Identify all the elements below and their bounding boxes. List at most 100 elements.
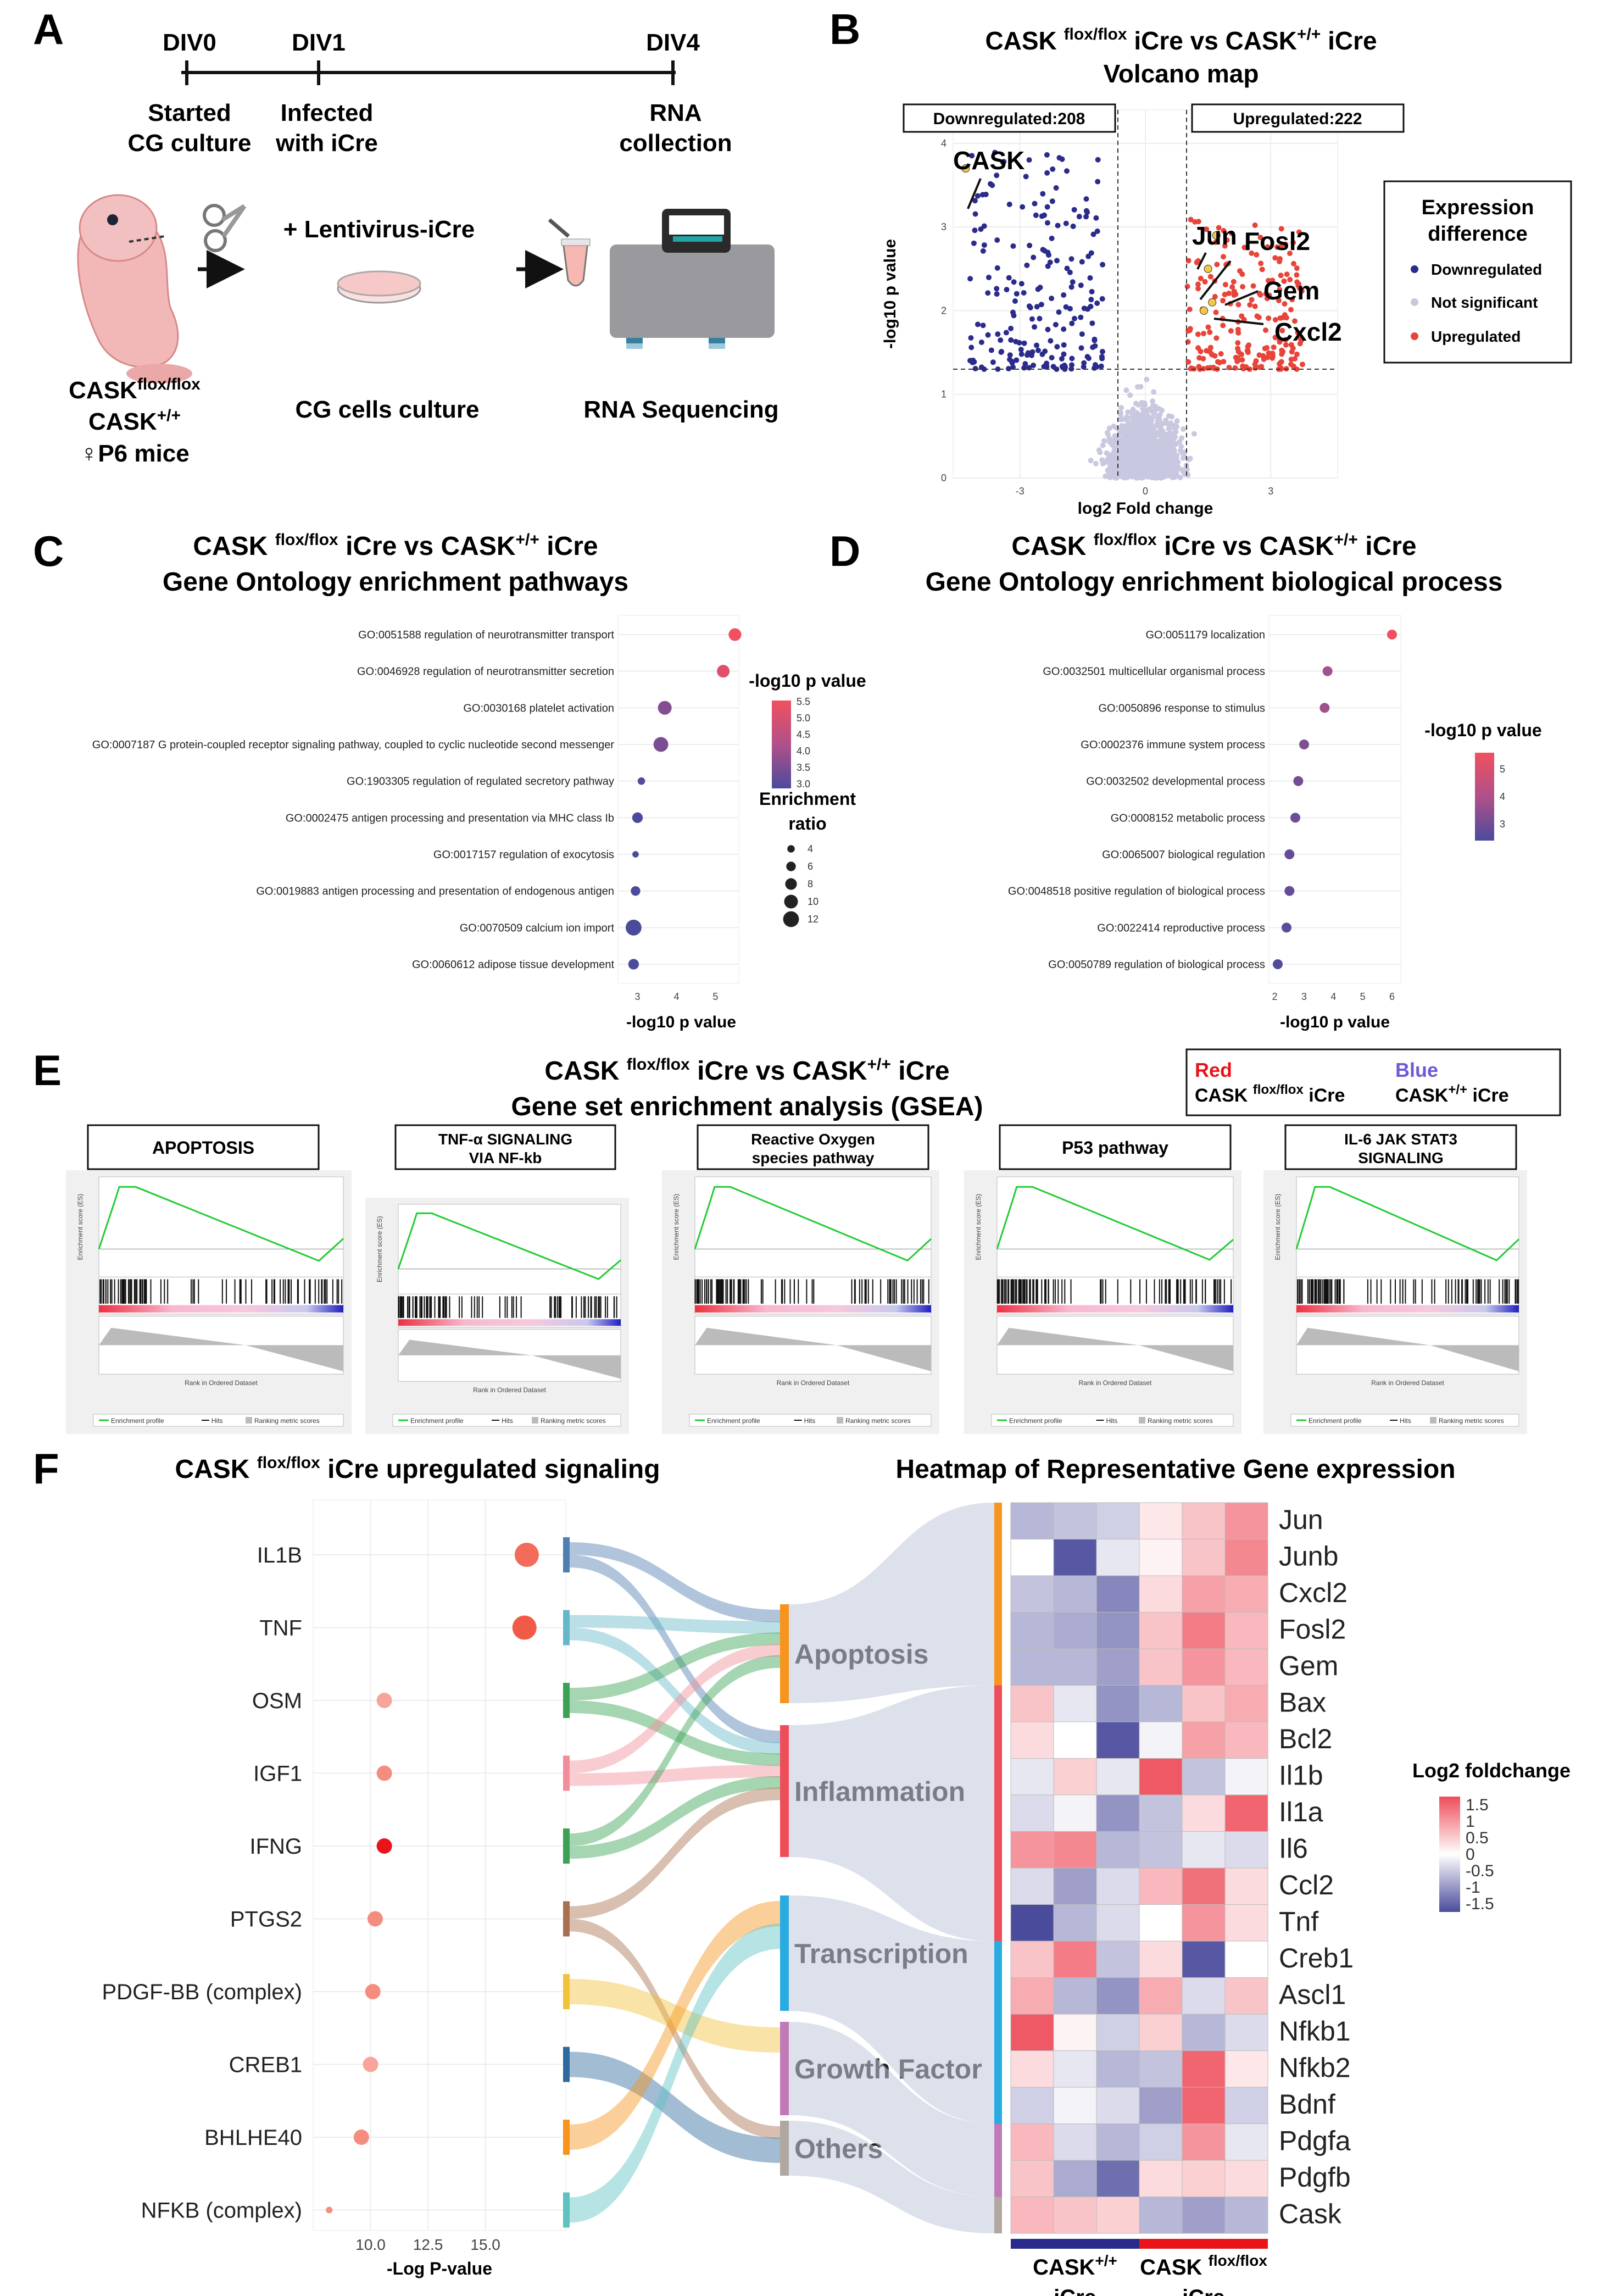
- sankey-flow: [570, 1919, 780, 2139]
- gsea-color-legend: [1185, 1048, 1561, 1116]
- volcano-point-down: [988, 347, 994, 353]
- heatmap-cell: [1224, 1941, 1268, 1978]
- gsea-plot-1: APOPTOSIS Enrichment score (ES) Rank in Or…: [66, 1124, 352, 1434]
- sankey-target-node: [780, 2022, 789, 2115]
- volcano-point: [1088, 458, 1094, 464]
- volcano-ytick: 0: [941, 472, 946, 483]
- heatmap-cell: [1096, 1867, 1140, 1905]
- heatmap-cell: [1182, 1867, 1226, 1905]
- gsea-legend-box: [93, 1414, 344, 1427]
- gsea-plots: APOPTOSIS Enrichment score (ES) Rank in Or…: [66, 1124, 1527, 1434]
- volcano-point-down: [1048, 338, 1054, 344]
- volcano-point-up: [1206, 348, 1212, 354]
- heatmap-cell: [1139, 1575, 1183, 1613]
- volcano-point-down: [1089, 320, 1095, 326]
- timeline-event: Started: [148, 99, 231, 126]
- volcano-point-up: [1277, 258, 1283, 264]
- sankey-source-node: [563, 1828, 570, 1864]
- volcano-point-up: [1224, 237, 1230, 243]
- category-label: GO:0017157 regulation of exocytosis: [433, 849, 614, 861]
- volcano-ylabel: -log10 p value: [881, 239, 899, 349]
- volcano-point-up: [1213, 239, 1219, 245]
- volcano-point: [1128, 453, 1134, 459]
- gsea-title: CASK flox/flox iCre vs CASK+/+ iCre: [544, 1055, 949, 1086]
- gsea-title: TNF-α SIGNALING: [438, 1131, 572, 1148]
- gsea-legend-label: Ranking metric scores: [541, 1417, 606, 1425]
- volcano-point: [1127, 392, 1133, 398]
- volcano-point-up: [1194, 259, 1200, 265]
- volcano-point-down: [985, 290, 991, 296]
- heatmap-category-bar: [994, 2123, 1002, 2160]
- category-label: GO:0050896 response to stimulus: [1098, 702, 1265, 714]
- volcano-point-down: [1034, 342, 1040, 348]
- heatmap-cell: [1096, 1648, 1140, 1686]
- volcano-point-down: [980, 248, 986, 254]
- volcano-point-down: [1064, 265, 1070, 271]
- legend-red-group: CASK flox/flox iCre: [1195, 1082, 1345, 1106]
- sankey-target-node: [780, 1725, 789, 1857]
- gsea-rank-metric: [1296, 1327, 1519, 1371]
- volcano-point-up: [1263, 291, 1269, 297]
- legend-label: Upregulated: [1431, 328, 1521, 345]
- volcano-xtick: 3: [1268, 486, 1273, 497]
- heatmap-cell: [1010, 2087, 1054, 2124]
- color-tick: 5.5: [797, 696, 810, 707]
- gene-label-cxcl2: Cxcl2: [1274, 318, 1342, 346]
- size-legend-label: 4: [808, 843, 813, 854]
- volcano-point: [1151, 410, 1157, 416]
- signal-label: PDGF-BB (complex): [102, 1980, 303, 2004]
- volcano-point-down: [1081, 305, 1087, 312]
- signal-dot: [353, 2130, 369, 2145]
- heatmap-row-label: Pdgfb: [1279, 2162, 1351, 2193]
- heatmap-cell: [1096, 2123, 1140, 2161]
- dot: [625, 919, 642, 936]
- volcano-point: [1142, 400, 1148, 406]
- volcano-point-up: [1291, 260, 1297, 266]
- volcano-subtitle: Volcano map: [1104, 59, 1259, 88]
- volcano-point-down: [1094, 364, 1100, 370]
- heatmap-category-bar: [994, 1831, 1002, 1868]
- heatmap-cell: [1139, 2087, 1183, 2124]
- size-legend-title: ratio: [788, 814, 826, 833]
- sankey-flow: [570, 1644, 780, 1774]
- volcano-point: [1180, 426, 1186, 432]
- volcano-point-down: [1011, 279, 1017, 285]
- heatmap-cell: [1224, 1721, 1268, 1759]
- heatmap-cell: [1010, 1831, 1054, 1869]
- volcano-point-down: [1078, 282, 1084, 288]
- color-tick: 4.5: [797, 729, 810, 740]
- heatmap-cell: [1182, 2197, 1226, 2234]
- heatmap-category-bar: [994, 2050, 1002, 2087]
- heatmap-cell: [1182, 2160, 1226, 2197]
- signal-label: TNF: [259, 1616, 302, 1641]
- dot: [1284, 849, 1295, 859]
- volcano-point-up: [1294, 366, 1300, 373]
- volcano-point-down: [1026, 157, 1032, 163]
- size-legend-dot: [783, 911, 799, 927]
- volcano-point-down: [1067, 269, 1073, 275]
- gsea-legend-box: [392, 1414, 621, 1427]
- volcano-point-up: [1192, 219, 1198, 225]
- pipette-tube-icon: [548, 218, 591, 287]
- heatmap-group-label: CASK+/+: [1033, 2252, 1117, 2280]
- volcano-point-down: [1034, 304, 1040, 310]
- sankey-flow: [570, 1979, 780, 2053]
- category-label: GO:0032501 multicellular organismal proc…: [1043, 666, 1265, 678]
- sankey-flow: [570, 1901, 780, 2150]
- category-label: GO:1903305 regulation of regulated secre…: [347, 776, 614, 788]
- gsea-legend-label: Hits: [502, 1417, 513, 1425]
- heatmap-cell: [1182, 1539, 1226, 1576]
- heatmap-cell: [1182, 1904, 1226, 1942]
- heatmap-category-bar: [994, 1758, 1002, 1795]
- heatmap-cell: [1139, 1867, 1183, 1905]
- volcano-point-down: [981, 242, 987, 248]
- heatmap-row-label: Creb1: [1279, 1943, 1354, 1973]
- heatmap-cell: [1139, 1539, 1183, 1576]
- volcano-point-jun: [1212, 231, 1221, 240]
- category-label: GO:0019883 antigen processing and presen…: [256, 886, 614, 898]
- heatmap-cell: [1224, 1867, 1268, 1905]
- volcano-point-up: [1283, 337, 1289, 343]
- heatmap-cell: [1096, 2087, 1140, 2124]
- volcano-point-down: [1063, 304, 1069, 310]
